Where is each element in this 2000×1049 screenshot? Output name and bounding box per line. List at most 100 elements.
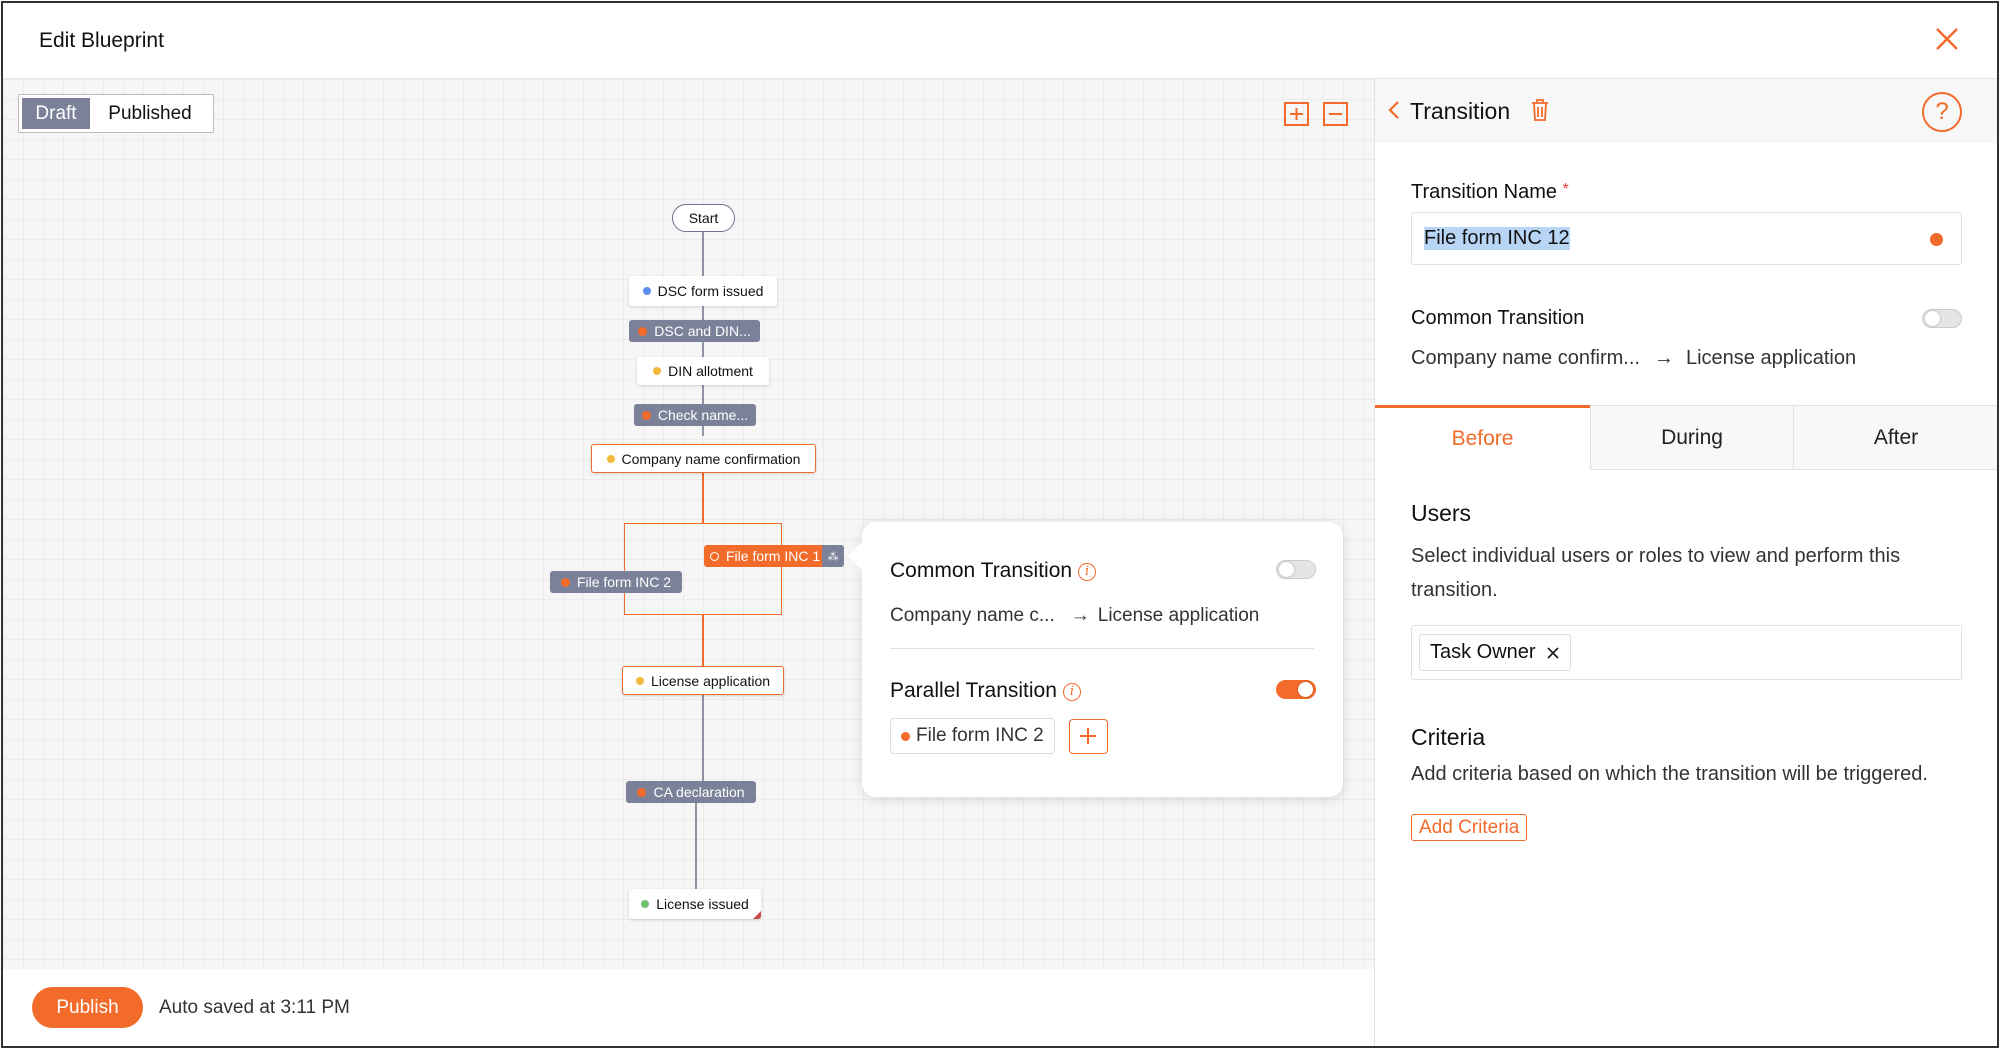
status-dot [641, 410, 651, 420]
transition-popover: Common Transition i Company name c... → Lic… [848, 522, 1343, 797]
color-dot[interactable] [1930, 233, 1943, 246]
status-dot [606, 454, 615, 463]
transition-name-label: Transition Name [1411, 181, 1557, 203]
minus-square-icon[interactable] [1323, 102, 1348, 131]
parallel-group-box [624, 523, 782, 615]
node-label: File form INC 1 [726, 548, 821, 564]
to-state: License application [1685, 347, 1857, 369]
arrow-right-icon: → [1653, 347, 1674, 369]
start-node[interactable]: Start [672, 204, 735, 232]
plus-icon [1080, 728, 1096, 744]
users-input[interactable]: Task Owner [1411, 625, 1962, 680]
page-title: Edit Blueprint [39, 29, 164, 52]
required-marker: * [1562, 181, 1569, 198]
connector [702, 231, 704, 276]
panel-header: Transition ? [1375, 79, 1998, 143]
panel-title: Transition [1410, 98, 1511, 124]
status-dot [560, 577, 570, 587]
node-label: License application [650, 672, 771, 689]
status-dot [637, 787, 647, 797]
plus-square-icon[interactable] [1284, 102, 1309, 131]
common-transition-label: Common Transition [890, 559, 1073, 582]
state-node[interactable]: DIN allotment [637, 357, 769, 385]
node-label: Company name confirmation [621, 450, 801, 467]
status-dot [638, 326, 648, 336]
common-transition-label: Common Transition [1411, 307, 1585, 329]
transition-node[interactable]: DSC and DIN... [629, 320, 760, 342]
help-icon[interactable]: ? [1922, 92, 1962, 132]
add-criteria-button[interactable]: Add Criteria [1411, 814, 1528, 841]
footer: Publish Auto saved at 3:11 PM [3, 969, 1374, 1046]
view-toggle: Draft Published [18, 94, 214, 133]
users-description: Select individual users or roles to view… [1411, 545, 1901, 601]
to-state: License application [1097, 605, 1260, 626]
published-tab[interactable]: Published [108, 102, 192, 124]
parallel-transition-label: Parallel Transition [890, 679, 1057, 702]
transition-node[interactable]: Check name... [634, 404, 756, 426]
user-chip: Task Owner [1419, 634, 1571, 671]
close-icon[interactable] [1933, 25, 1961, 53]
status-dot [653, 367, 662, 375]
transition-name-value: File form INC 12 [1424, 227, 1570, 250]
draft-tab[interactable]: Draft [22, 98, 90, 129]
tab-label: During [1661, 425, 1723, 449]
state-node[interactable]: DSC form issued [629, 276, 777, 306]
tab-label: After [1873, 425, 1919, 449]
status-dot [641, 900, 650, 908]
state-node[interactable]: License issued [629, 889, 761, 919]
blueprint-canvas[interactable]: Draft Published Start DSC form issued DS… [3, 79, 1374, 969]
add-parallel-button[interactable] [1069, 719, 1108, 754]
connector [702, 615, 704, 666]
criteria-description: Add criteria based on which the transiti… [1411, 763, 1928, 785]
tab-during[interactable]: During [1590, 405, 1793, 470]
parallel-icon: ⁂ [822, 545, 844, 567]
node-label: DSC form issued [657, 283, 764, 299]
info-icon[interactable]: i [1062, 682, 1081, 701]
parallel-chip[interactable]: File form INC 2 [890, 718, 1055, 754]
arrow-right-icon: → [1070, 605, 1090, 626]
chip-label: Task Owner [1430, 641, 1536, 663]
transition-node[interactable]: CA declaration [626, 781, 756, 803]
transition-node-selected[interactable]: File form INC 1 ⁂ [704, 545, 844, 567]
back-chevron-icon[interactable] [1387, 99, 1401, 126]
from-state: Company name c... [890, 605, 1055, 626]
node-label: File form INC 2 [576, 574, 672, 590]
connector [695, 802, 697, 889]
node-label: License issued [656, 896, 749, 912]
parallel-transition-toggle[interactable] [1276, 680, 1316, 699]
publish-button[interactable]: Publish [32, 987, 143, 1028]
node-label: Start [688, 210, 719, 226]
criteria-heading: Criteria [1411, 724, 1486, 750]
connector [702, 473, 704, 523]
end-marker [753, 911, 761, 919]
divider [890, 648, 1314, 649]
transition-name-input[interactable]: File form INC 12 [1411, 212, 1962, 265]
popover-arrow [848, 542, 862, 570]
state-node[interactable]: License application [622, 666, 784, 695]
status-dot [642, 287, 651, 295]
tab-after[interactable]: After [1793, 405, 1998, 470]
state-node[interactable]: Company name confirmation [591, 444, 816, 473]
autosave-status: Auto saved at 3:11 PM [159, 997, 350, 1018]
remove-icon[interactable] [1546, 646, 1560, 660]
node-label: CA declaration [653, 784, 745, 800]
status-dot [635, 676, 644, 685]
tab-label: Before [1451, 427, 1514, 450]
header: Edit Blueprint [3, 3, 1997, 79]
trash-icon[interactable] [1530, 98, 1550, 127]
node-label: DSC and DIN... [654, 323, 751, 339]
node-label: Check name... [657, 407, 749, 423]
users-heading: Users [1411, 500, 1472, 526]
info-icon[interactable]: i [1078, 562, 1097, 581]
status-dot [710, 551, 719, 561]
status-dot [901, 731, 910, 741]
tab-before[interactable]: Before [1375, 405, 1590, 470]
common-transition-toggle[interactable] [1922, 309, 1962, 328]
transition-panel: Transition ? Transition Name * File form… [1374, 79, 1998, 1046]
transition-node[interactable]: File form INC 2 [550, 571, 682, 593]
node-label: DIN allotment [668, 363, 753, 379]
common-transition-toggle[interactable] [1276, 560, 1316, 579]
connector [702, 695, 704, 781]
chip-label: File form INC 2 [916, 725, 1044, 746]
from-state: Company name confirm... [1411, 347, 1640, 369]
